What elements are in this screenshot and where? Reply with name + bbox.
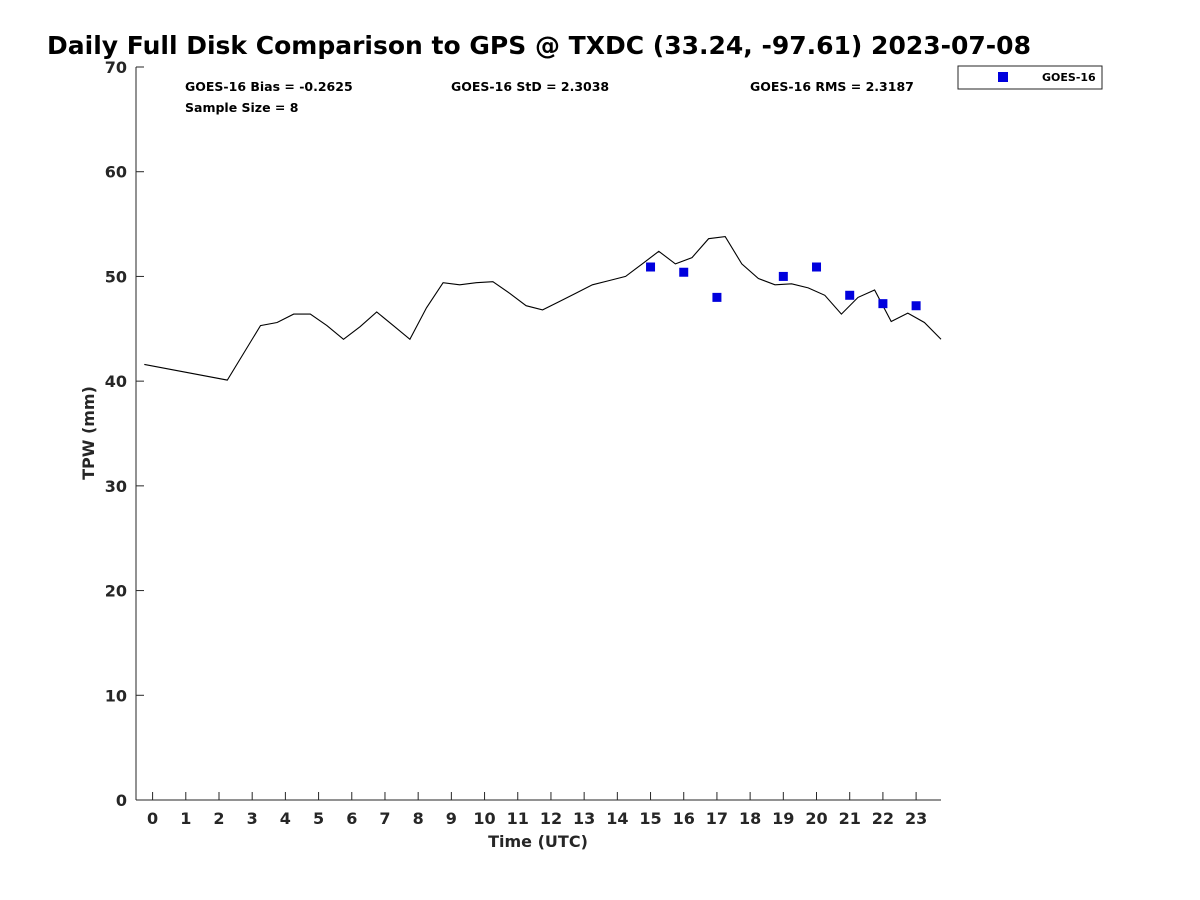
x-tick-label: 6 (346, 809, 357, 828)
x-tick-label: 5 (313, 809, 324, 828)
y-tick-label: 70 (105, 58, 127, 77)
x-tick-label: 9 (446, 809, 457, 828)
x-tick-label: 12 (540, 809, 562, 828)
data-point-goes16 (679, 267, 689, 277)
x-tick-label: 0 (147, 809, 158, 828)
x-tick-label: 14 (606, 809, 628, 828)
x-tick-label: 18 (739, 809, 761, 828)
y-tick-label: 30 (105, 477, 127, 496)
data-point-goes16 (845, 290, 855, 300)
stat-std: GOES-16 StD = 2.3038 (451, 79, 609, 94)
legend: GOES-16 (957, 65, 1103, 90)
x-tick-label: 22 (872, 809, 894, 828)
legend-box (957, 65, 1103, 90)
stat-rms: GOES-16 RMS = 2.3187 (750, 79, 914, 94)
data-point-goes16 (911, 301, 921, 311)
y-tick-label: 60 (105, 163, 127, 182)
data-point-goes16 (878, 299, 888, 309)
x-tick-label: 19 (772, 809, 794, 828)
x-tick-label: 1 (180, 809, 191, 828)
y-tick-label: 20 (105, 582, 127, 601)
y-tick-label: 40 (105, 372, 127, 391)
x-tick-label: 13 (573, 809, 595, 828)
x-tick-label: 11 (507, 809, 529, 828)
x-tick-label: 10 (473, 809, 495, 828)
data-point-goes16 (646, 262, 656, 272)
series-line-gps (144, 236, 942, 381)
x-tick-label: 8 (413, 809, 424, 828)
x-tick-label: 7 (379, 809, 390, 828)
x-tick-label: 4 (280, 809, 291, 828)
x-tick-label: 17 (706, 809, 728, 828)
x-tick-label: 20 (805, 809, 827, 828)
x-tick-label: 2 (213, 809, 224, 828)
x-tick-label: 16 (673, 809, 695, 828)
data-point-goes16 (778, 271, 788, 281)
stat-sample-size: Sample Size = 8 (185, 100, 298, 115)
y-tick-label: 0 (116, 791, 127, 810)
data-point-goes16 (812, 262, 822, 272)
y-axis-label: TPW (mm) (79, 386, 98, 480)
x-tick-label: 23 (905, 809, 927, 828)
legend-marker-goes16 (998, 72, 1008, 82)
plot-area (144, 236, 942, 381)
data-point-goes16 (712, 292, 722, 302)
y-tick-label: 50 (105, 267, 127, 286)
x-tick-label: 21 (839, 809, 861, 828)
x-axis-label: Time (UTC) (488, 832, 588, 851)
x-tick-label: 15 (639, 809, 661, 828)
y-tick-label: 10 (105, 686, 127, 705)
legend-label-goes16: GOES-16 (1042, 71, 1096, 84)
x-tick-label: 3 (247, 809, 258, 828)
chart-title: Daily Full Disk Comparison to GPS @ TXDC… (47, 31, 1031, 60)
stat-bias: GOES-16 Bias = -0.2625 (185, 79, 353, 94)
